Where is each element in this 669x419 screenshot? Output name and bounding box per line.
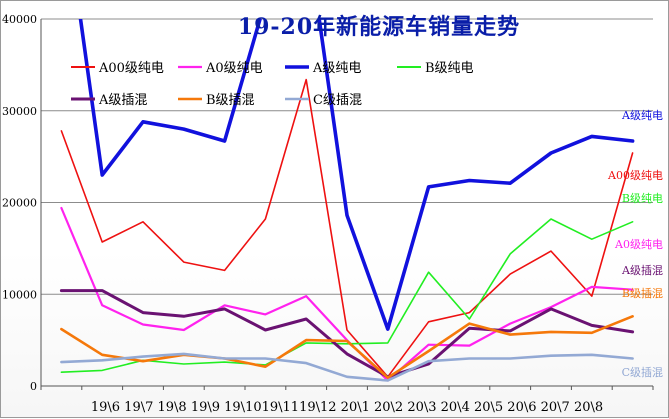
- end-label: A级纯电: [621, 109, 663, 122]
- y-tick-label: 20000: [2, 197, 37, 210]
- y-tick-label: 10000: [2, 288, 37, 301]
- legend: A00级纯电 A0级纯电 A级纯电 B级纯电 A级插混 B级插混 C级插混: [71, 61, 474, 108]
- legend-label: A0级纯电: [205, 61, 263, 76]
- end-label: C级插混: [622, 365, 663, 379]
- legend-item: A级纯电: [285, 61, 361, 76]
- end-label: B级插混: [622, 286, 663, 300]
- legend-label: A级纯电: [312, 61, 361, 76]
- series-line-3: [61, 1, 632, 329]
- legend-label: B级纯电: [425, 61, 474, 76]
- series-line-5: [61, 291, 632, 377]
- chart-title: 19-20年新能源车销量走势: [238, 14, 520, 40]
- end-label: A级插混: [621, 263, 663, 277]
- y-tick-label: 40000: [2, 13, 37, 26]
- legend-item: A级插混: [71, 93, 147, 108]
- legend-item: B级插混: [178, 93, 255, 108]
- end-labels: A00级纯电 A0级纯电 A级纯电 B级纯电 A级插混 B级插混 C级插混: [607, 109, 663, 379]
- x-axis-tick-labels: 19\6 19\7 19\8 19\9 19\1019\1119\12 20\1…: [91, 400, 603, 415]
- y-tick-label: 30000: [2, 105, 37, 118]
- legend-label: A00级纯电: [98, 61, 164, 76]
- y-tick-label: 0: [30, 380, 37, 393]
- series-line-4: [61, 219, 632, 372]
- series-line-7: [61, 354, 632, 381]
- chart-frame: 0 10000 20000 30000 40000 19-20年新能源车销量走势 A00…: [0, 0, 669, 418]
- end-label: A00级纯电: [607, 169, 663, 182]
- legend-label: C级插混: [313, 93, 362, 108]
- end-label: B级纯电: [622, 192, 663, 205]
- line-chart: 0 10000 20000 30000 40000 19-20年新能源车销量走势 A00…: [1, 1, 669, 419]
- legend-label: B级插混: [206, 93, 255, 108]
- legend-label: A级插混: [98, 93, 147, 108]
- series-layer: [61, 1, 632, 381]
- legend-item: A0级纯电: [178, 61, 263, 76]
- legend-item: C级插混: [285, 93, 362, 108]
- end-label: A0级纯电: [614, 238, 663, 251]
- legend-item: B级纯电: [397, 61, 474, 76]
